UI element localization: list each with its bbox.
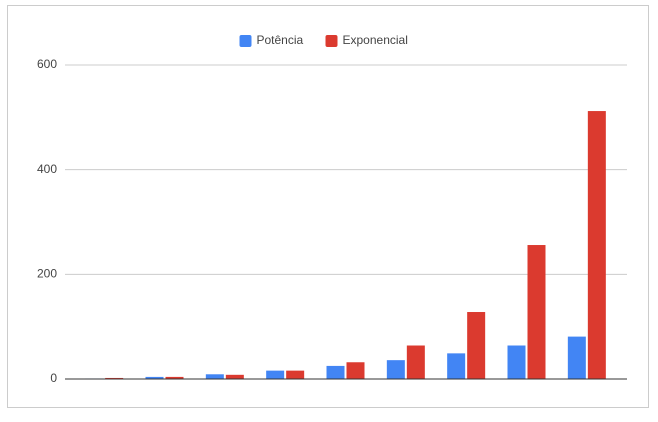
bar [406, 345, 425, 379]
bar [225, 374, 244, 379]
bar [386, 360, 405, 379]
bar [326, 365, 345, 379]
bar [567, 336, 586, 379]
bar [266, 370, 285, 379]
bar [467, 312, 486, 379]
y-tick-label: 600 [37, 57, 57, 71]
bar [105, 377, 124, 379]
chart-frame [7, 5, 649, 408]
bar [165, 376, 184, 379]
y-tick-label: 400 [37, 162, 57, 176]
bar [145, 376, 164, 379]
bar [286, 370, 305, 379]
bar [527, 245, 546, 379]
y-tick-label: 200 [37, 267, 57, 281]
legend-label: Potência [257, 33, 304, 47]
bar [587, 111, 606, 379]
legend-label: Exponencial [343, 33, 408, 47]
legend-swatch [239, 35, 252, 47]
bar [447, 353, 466, 379]
legend-swatch [325, 35, 338, 47]
bar [205, 374, 224, 379]
bar [507, 345, 526, 379]
y-tick-label: 0 [50, 371, 57, 385]
bar [346, 362, 365, 379]
